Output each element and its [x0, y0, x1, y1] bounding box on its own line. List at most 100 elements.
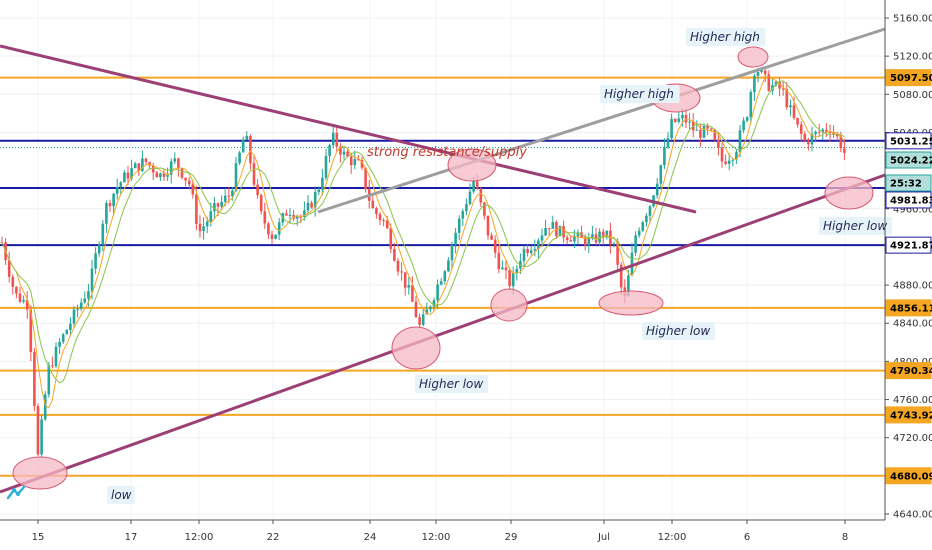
time-tick-label: 12:00 [185, 532, 214, 543]
candle-body [659, 165, 663, 184]
candle-body [425, 309, 429, 315]
price-badge-label: 5031.25 [890, 136, 932, 147]
candle-body [702, 126, 706, 138]
candle-body [216, 203, 220, 207]
candle-body [400, 271, 403, 273]
candle-body [349, 156, 353, 166]
candle-body [263, 211, 267, 224]
candle-body [112, 193, 115, 207]
candle-body [803, 133, 807, 141]
candle-body [285, 213, 288, 216]
candle-body [58, 341, 61, 347]
candle-body [551, 221, 555, 229]
candle-body [393, 248, 396, 261]
price-badge [885, 132, 932, 150]
candle-body [238, 152, 241, 164]
candle-body [558, 225, 562, 237]
candle-body [267, 223, 270, 235]
candle-body [83, 298, 87, 303]
candle-body [436, 284, 439, 301]
candle-body [688, 121, 691, 123]
candle-body [454, 232, 457, 245]
candle-body [213, 203, 216, 212]
annotation-box [600, 85, 680, 103]
candle-body [295, 216, 299, 219]
candle-body [490, 235, 493, 240]
candle-body [616, 243, 619, 265]
time-tick-label: 15 [32, 532, 45, 543]
candle-body [789, 105, 792, 108]
candle-body [526, 249, 529, 254]
candle-body [457, 218, 461, 233]
candle-body [760, 70, 763, 73]
candle-body [209, 211, 213, 222]
price-tick-label: 4640.00 [893, 510, 932, 521]
candle-body [119, 182, 123, 187]
candle-body [342, 151, 346, 155]
candle-body [814, 131, 817, 135]
annotation-label: Higher high [690, 30, 760, 44]
candle-body [421, 314, 425, 325]
candle-body [619, 264, 623, 288]
candle-body [252, 163, 256, 185]
candle-body [382, 220, 385, 222]
moving-average-line [1, 76, 845, 409]
candle-body [573, 236, 576, 242]
time-tick-label: 17 [125, 532, 138, 543]
candle-body [191, 184, 195, 195]
candle-body [684, 114, 688, 123]
candle-body [443, 271, 447, 282]
candle-body [130, 168, 133, 179]
candle-body [544, 227, 547, 236]
candle-body [681, 114, 684, 119]
price-badge [885, 174, 932, 192]
candle-body [223, 195, 227, 202]
candle-body [583, 237, 587, 246]
annotation-label: Higher low [646, 324, 710, 338]
candle-body [432, 300, 436, 307]
price-tick-label: 4960.00 [893, 204, 932, 215]
price-badge [885, 236, 932, 254]
candle-body [832, 133, 835, 135]
candle-body [483, 202, 486, 216]
candle-body [184, 177, 187, 181]
candle-body [115, 186, 119, 194]
candle-body [839, 136, 843, 149]
price-badge [885, 151, 932, 169]
candle-body [22, 300, 25, 302]
moving-averages [1, 76, 845, 409]
candle-body [486, 215, 490, 236]
candle-body [713, 129, 717, 140]
candle-body [360, 159, 364, 168]
candle-body [724, 161, 727, 164]
candle-body [249, 136, 252, 164]
candle-body [497, 252, 501, 270]
candle-body [774, 81, 778, 86]
candle-body [202, 226, 205, 232]
candle-body [709, 128, 713, 130]
candle-body [69, 323, 72, 330]
candle-body [43, 394, 47, 420]
candle-body [36, 405, 40, 455]
candle-body [241, 139, 245, 153]
candle-body [587, 238, 591, 246]
annotation-label: low [111, 488, 132, 502]
annotation-box [819, 217, 892, 235]
candle-body [555, 221, 558, 237]
candle-body [108, 203, 112, 207]
candle-body [205, 221, 209, 227]
candle-body [742, 120, 745, 131]
candle-body [468, 191, 472, 205]
candle-body [389, 228, 393, 249]
candle-body [735, 152, 738, 160]
candle-body [565, 237, 569, 240]
candle-body [778, 81, 781, 89]
candle-body [479, 188, 483, 203]
candle-body [634, 235, 637, 253]
candle-body [277, 222, 281, 235]
candle-body [353, 159, 357, 166]
price-badge-label: 5024.22 [890, 156, 932, 167]
candle-body [655, 183, 659, 196]
candle-body [720, 147, 724, 162]
